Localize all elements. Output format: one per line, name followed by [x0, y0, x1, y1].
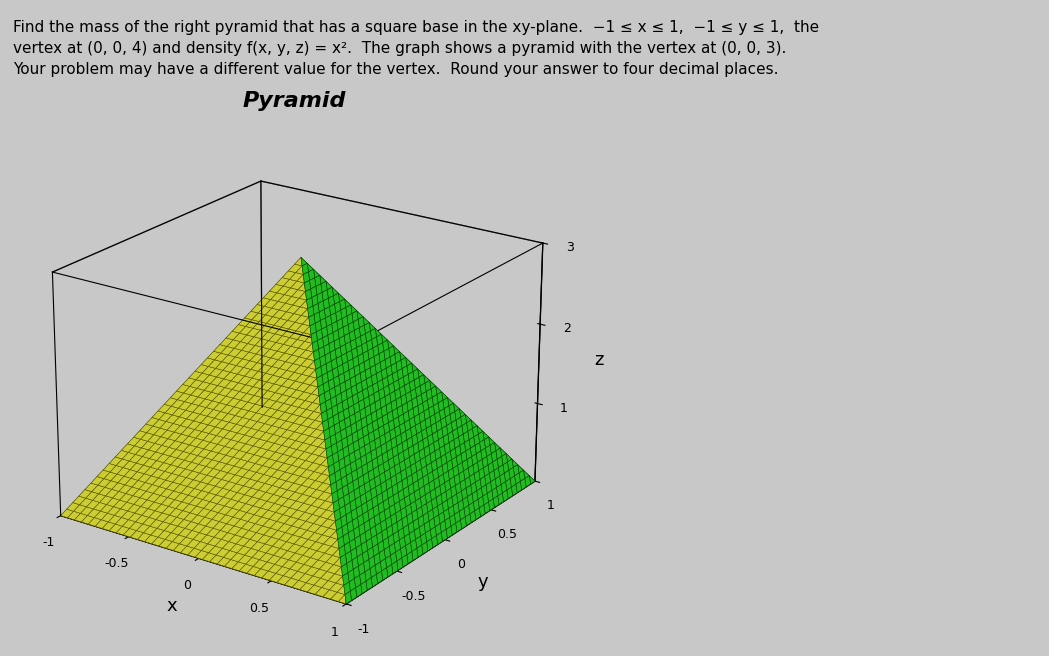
X-axis label: x: x [166, 597, 177, 615]
Title: Pyramid: Pyramid [242, 91, 345, 111]
Text: Find the mass of the right pyramid that has a square base in the xy-plane.  −1 ≤: Find the mass of the right pyramid that … [13, 20, 818, 77]
Y-axis label: y: y [477, 573, 488, 590]
